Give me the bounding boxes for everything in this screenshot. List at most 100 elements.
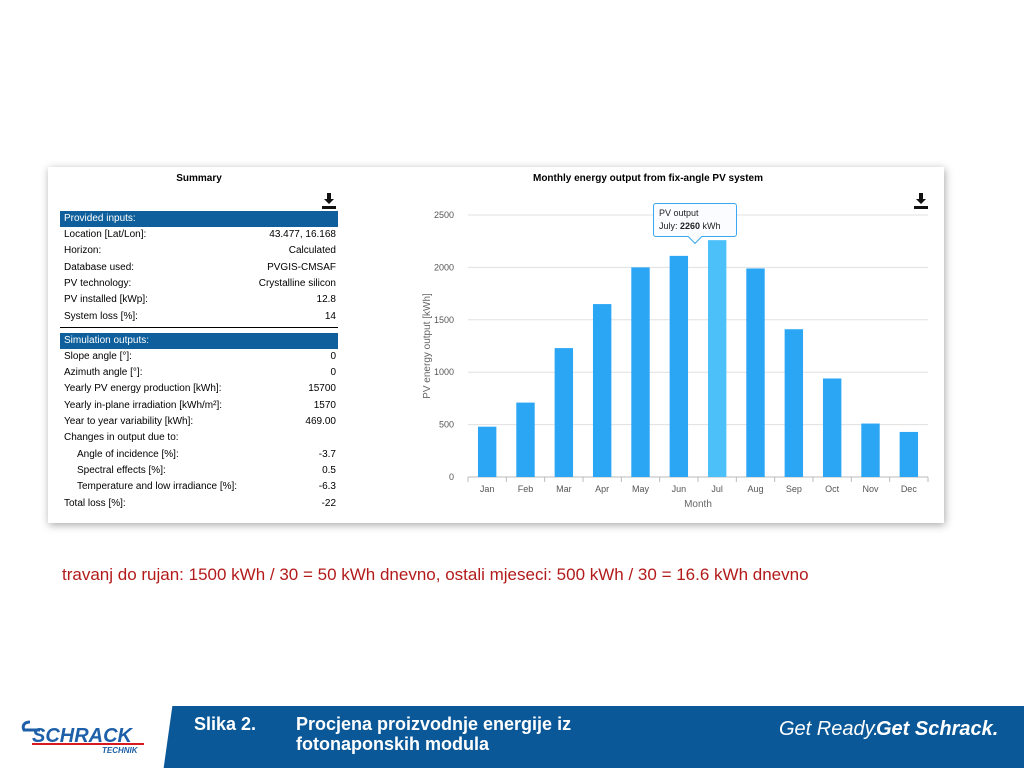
results-panel: Summary Provided inputs: Location [Lat/Lo… <box>48 167 944 523</box>
summary-row-label: Slope angle [°]: <box>64 350 132 362</box>
y-axis-title: PV energy output [kWh] <box>422 293 433 399</box>
summary-row-value: PVGIS-CMSAF <box>267 261 336 273</box>
slide-label: Slika 2. <box>194 714 257 734</box>
bar <box>784 329 804 477</box>
summary-row: Horizon: Calculated <box>60 243 338 259</box>
summary-row-value: 1570 <box>313 399 336 411</box>
x-tick-label: Jan <box>480 484 495 494</box>
summary-row: Temperature and low irradiance [%]: -6.3 <box>60 479 338 495</box>
summary-row: System loss [%]: 14 <box>60 309 338 325</box>
bar <box>746 268 765 477</box>
x-tick-label: Jun <box>672 484 687 494</box>
inputs-header: Provided inputs: <box>60 211 338 227</box>
x-tick-label: Aug <box>747 484 763 494</box>
summary-row: Yearly PV energy production [kWh]: 15700 <box>60 381 338 397</box>
bar <box>592 304 612 477</box>
summary-row: PV installed [kWp]: 12.8 <box>60 292 338 308</box>
summary-row-value: 43.477, 16.168 <box>269 229 336 240</box>
download-icon[interactable] <box>914 193 928 209</box>
summary-row-value: 12.8 <box>316 294 336 306</box>
summary-row-label: PV technology: <box>64 277 132 289</box>
summary-row-label: System loss [%]: <box>64 310 138 322</box>
x-axis-title: Month <box>684 499 712 510</box>
bar <box>631 267 650 477</box>
logo-subtext: TECHNIK <box>102 746 139 755</box>
bar-chart: 0 500 1000 1500 2000 2500 Jan Feb Mar Apr May Jun Ju… <box>422 210 929 510</box>
summary-row-label: Azimuth angle [°]: <box>64 367 143 379</box>
slide-caption: Procjena proizvodnje energije iz fotonap… <box>296 714 572 754</box>
schrack-logo[interactable]: SCHRACK TECHNIK <box>20 712 150 756</box>
footer-band <box>176 706 1024 768</box>
separator <box>60 326 338 328</box>
summary-row: Slope angle [°]: 0 <box>60 349 338 365</box>
tooltip-unit: kWh <box>700 221 721 231</box>
y-tick-label: 1500 <box>434 315 454 325</box>
tooltip-title: PV output <box>659 208 699 218</box>
tooltip-prefix: July: <box>659 221 681 231</box>
summary-row-label: Horizon: <box>64 245 102 257</box>
note-text: travanj do rujan: 1500 kWh / 30 = 50 kWh… <box>62 565 809 584</box>
y-tick-label: 1000 <box>434 367 454 377</box>
summary-row: Yearly in-plane irradiation [kWh/m²]: 157… <box>60 398 338 414</box>
summary-row-label: Spectral effects [%]: <box>77 464 166 476</box>
summary-row: Total loss [%]: -22 <box>60 496 338 512</box>
summary-row: Database used: PVGIS-CMSAF <box>60 260 338 276</box>
outputs-header: Simulation outputs: <box>60 332 338 349</box>
chart-title: Monthly energy output from fix-angle PV … <box>532 173 764 184</box>
summary-row-value: 14 <box>324 310 336 322</box>
summary-title: Summary <box>176 173 222 184</box>
summary-row-label: Yearly PV energy production [kWh]: <box>64 383 222 395</box>
x-tick-label: Nov <box>862 484 879 494</box>
bar <box>516 402 535 477</box>
summary-row: Year to year variability [kWh]: 469.00 <box>60 414 338 430</box>
summary-row-label: Temperature and low irradiance [%]: <box>77 481 238 493</box>
download-icon[interactable] <box>322 193 336 209</box>
summary-row-label: Total loss [%]: <box>64 497 126 509</box>
tagline-get-schrack: Get Schrack. <box>876 718 999 740</box>
summary-row-label: Angle of incidence [%]: <box>77 448 179 460</box>
summary-row-label: Location [Lat/Lon]: <box>64 229 147 240</box>
summary-row-label: Changes in output due to: <box>64 432 179 444</box>
x-tick-label: Feb <box>518 484 534 494</box>
bar <box>899 431 919 477</box>
x-tick-label: Oct <box>825 484 840 494</box>
bar <box>707 240 727 477</box>
footer: SCHRACK TECHNIK Slika 2. Procjena proizv… <box>0 706 1024 768</box>
bar <box>477 426 497 477</box>
bar <box>861 423 880 477</box>
x-tick-label: May <box>632 484 650 494</box>
x-tick-label: Jul <box>711 484 723 494</box>
summary-row-value: 469.00 <box>305 416 336 427</box>
x-tick-label: Mar <box>556 484 572 494</box>
tooltip-value-line: July: 2260 kWh <box>659 220 731 233</box>
tagline-get-ready: Get Ready. <box>779 718 879 740</box>
logo-text: SCHRACK <box>32 725 134 747</box>
bar <box>554 348 574 477</box>
summary-row-value: -6.3 <box>318 481 336 493</box>
x-tick-label: Dec <box>901 484 918 494</box>
summary-row-value: Crystalline silicon <box>258 277 336 289</box>
y-tick-label: 2000 <box>434 262 454 272</box>
summary-row-value: Calculated <box>288 245 336 257</box>
summary-row-value: 0 <box>330 367 336 379</box>
y-tick-label: 0 <box>449 472 454 482</box>
chart-tooltip: PV output July: 2260 kWh <box>653 203 737 245</box>
summary-row-label: Yearly in-plane irradiation [kWh/m²]: <box>64 399 223 411</box>
summary-row-label: Database used: <box>64 261 135 273</box>
summary-row: Angle of incidence [%]: -3.7 <box>60 447 338 463</box>
summary-row-value: -3.7 <box>318 448 336 460</box>
summary-row: Azimuth angle [°]: 0 <box>60 365 338 381</box>
summary-row: Changes in output due to: <box>60 430 338 446</box>
summary-row-label: PV installed [kWp]: <box>64 294 148 306</box>
summary-row: PV technology: Crystalline silicon <box>60 276 338 292</box>
summary-row-label: Year to year variability [kWh]: <box>64 416 194 427</box>
x-tick-label: Sep <box>786 484 802 494</box>
summary-table: Summary Provided inputs: Location [Lat/Lo… <box>60 167 338 523</box>
y-tick-label: 2500 <box>434 210 454 220</box>
summary-row-value: 0 <box>330 350 336 362</box>
summary-row: Location [Lat/Lon]: 43.477, 16.168 <box>60 227 338 243</box>
x-tick-label: Apr <box>595 484 609 494</box>
bar <box>822 378 842 477</box>
summary-row: Spectral effects [%]: 0.5 <box>60 463 338 479</box>
summary-row-value: 15700 <box>308 383 336 395</box>
